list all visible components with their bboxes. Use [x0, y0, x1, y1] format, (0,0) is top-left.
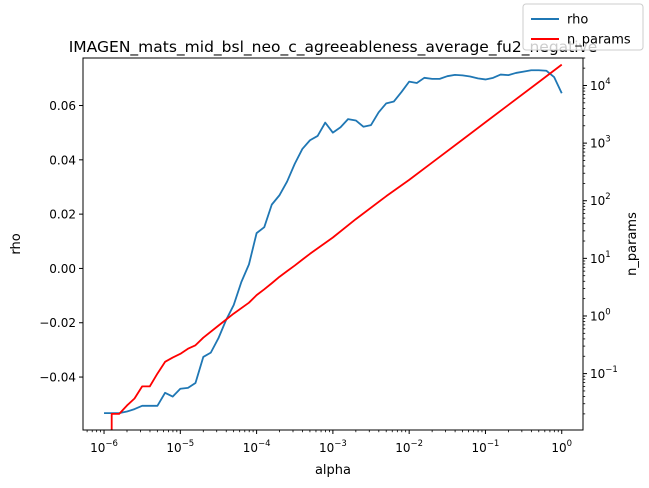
- y2-tick-label-5: 104: [590, 77, 611, 93]
- x-tick-label-4: 10−2: [395, 439, 423, 455]
- y-tick-label-4: 0.04: [49, 153, 76, 167]
- series-line-n-params: [110, 63, 563, 430]
- y-tick-label-1: −0.02: [39, 316, 76, 330]
- y-tick-label-2: 0.00: [49, 262, 76, 276]
- y2-axis-label: n_params: [625, 212, 640, 276]
- x-tick-label-6: 100: [551, 439, 572, 455]
- y2-tick-label-2: 101: [590, 250, 611, 266]
- y-axis-ticks: −0.04 −0.02 0.00 0.02 0.04 0.06: [39, 99, 83, 385]
- plot-series: [104, 63, 563, 430]
- legend-label-n-params: n_params: [567, 33, 631, 48]
- y-tick-label-3: 0.02: [49, 208, 76, 222]
- chart-title: IMAGEN_mats_mid_bsl_neo_c_agreeableness_…: [69, 38, 598, 57]
- y-tick-label-5: 0.06: [49, 99, 76, 113]
- y2-axis-ticks: 10−1 100 101 102 103 104: [583, 57, 618, 415]
- x-axis-label: alpha: [315, 463, 351, 478]
- y2-tick-label-0: 10−1: [590, 365, 618, 381]
- legend: rho n_params: [522, 3, 644, 51]
- y2-tick-label-1: 100: [590, 307, 611, 323]
- x-tick-label-0: 10−6: [90, 439, 118, 455]
- x-tick-label-3: 10−3: [319, 439, 347, 455]
- y2-tick-label-4: 103: [590, 135, 611, 151]
- y2-tick-label-3: 102: [590, 192, 611, 208]
- x-axis-ticks: 10−6 10−5 10−4 10−3 10−2 10−1 100: [86, 430, 572, 455]
- plot-frame: [82, 57, 584, 431]
- series-line-rho: [104, 69, 563, 415]
- y-tick-label-0: −0.04: [39, 371, 76, 385]
- y-axis-label: rho: [9, 233, 24, 254]
- legend-label-rho: rho: [567, 13, 588, 28]
- x-tick-label-1: 10−5: [166, 439, 194, 455]
- x-tick-label-5: 10−1: [472, 439, 500, 455]
- x-tick-label-2: 10−4: [243, 439, 271, 455]
